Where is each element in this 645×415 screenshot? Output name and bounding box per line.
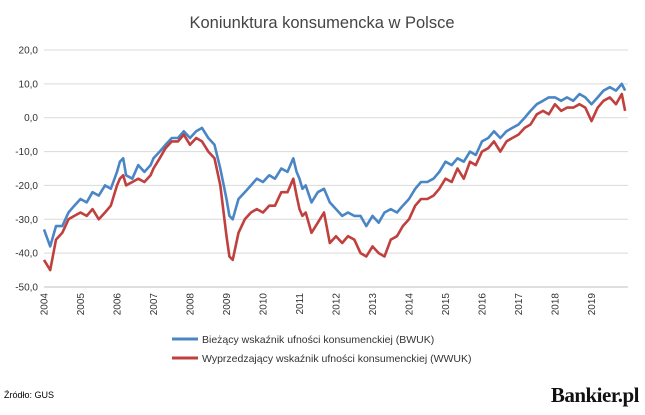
line-chart: Koniunktura konsumencka w Polsce 20,0 10,… (15, 14, 628, 365)
x-tick-label: 2012 (332, 293, 343, 316)
x-tick-label: 2006 (113, 293, 124, 316)
brand-logo: Bankier.pl (550, 383, 640, 407)
x-tick-label: 2009 (222, 293, 233, 316)
series-lines (42, 82, 627, 272)
y-tick-label: -10,0 (15, 147, 38, 158)
legend-label-wwuk: Wyprzedzający wskaźnik ufności konsumenc… (202, 353, 471, 365)
source-note: Źródło: GUS (4, 390, 55, 400)
x-tick-label: 2019 (587, 293, 598, 316)
x-tick-label: 2011 (295, 293, 306, 315)
x-tick-label: 2007 (149, 293, 160, 316)
x-tick-label: 2008 (186, 293, 197, 316)
x-tick-label: 2013 (368, 293, 379, 316)
x-tick-label: 2014 (405, 293, 416, 316)
chart-title: Koniunktura konsumencka w Polsce (189, 14, 454, 32)
y-tick-label: 10,0 (19, 79, 39, 90)
x-tick-label: 2005 (76, 293, 87, 316)
series-line-bwuk (42, 82, 627, 248)
legend: Bieżący wskaźnik ufności konsumenckiej (… (172, 334, 471, 365)
x-tick-label: 2004 (40, 293, 51, 316)
y-tick-label: -50,0 (15, 283, 38, 294)
y-tick-label: -40,0 (15, 249, 38, 260)
x-tick-label: 2015 (441, 293, 452, 316)
y-tick-label: -30,0 (15, 215, 38, 226)
y-tick-label: 20,0 (19, 46, 39, 57)
x-tick-label: 2018 (551, 293, 562, 316)
series-line-wwuk (42, 92, 627, 272)
y-tick-label: 0,0 (24, 113, 38, 124)
y-axis-ticks: 20,0 10,0 0,0 -10,0 -20,0 -30,0 -40,0 -50,0 (15, 46, 38, 294)
gridlines (44, 49, 628, 288)
x-tick-label: 2010 (259, 293, 270, 316)
y-tick-label: -20,0 (15, 181, 38, 192)
x-tick-label: 2016 (478, 293, 489, 316)
x-axis-ticks: 2004 2005 2006 2007 2008 2009 2010 2011 2012 2013… (40, 286, 628, 316)
legend-label-bwuk: Bieżący wskaźnik ufności konsumenckiej (… (202, 334, 434, 346)
x-tick-label: 2017 (514, 293, 525, 316)
